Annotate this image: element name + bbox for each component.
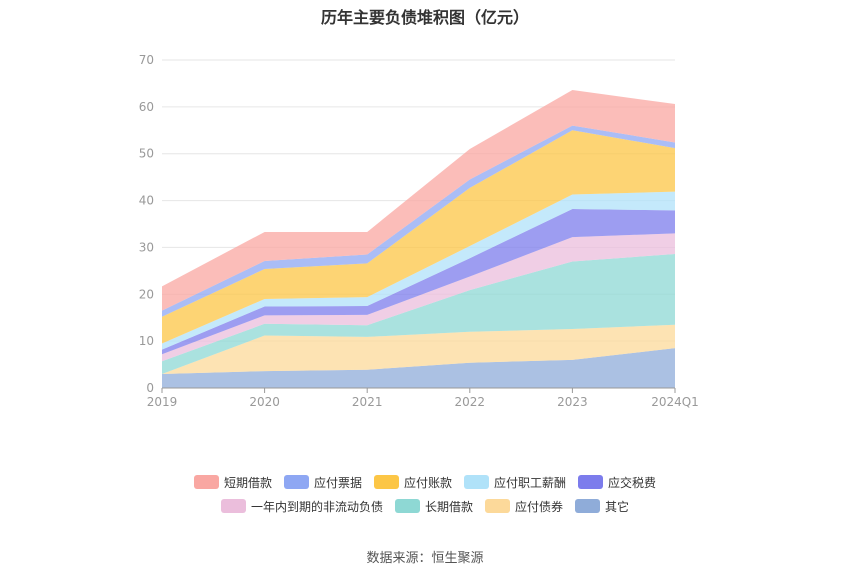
series-area bbox=[162, 233, 675, 362]
y-tick-label: 20 bbox=[139, 287, 154, 301]
y-tick-label: 50 bbox=[139, 147, 154, 161]
legend-swatch bbox=[283, 475, 309, 489]
legend-item[interactable]: 应付债券 bbox=[485, 498, 563, 515]
series-area bbox=[162, 191, 675, 350]
x-tick-label: 2022 bbox=[455, 395, 486, 409]
series-area bbox=[162, 253, 675, 374]
y-tick-label: 70 bbox=[139, 53, 154, 67]
y-tick-label: 30 bbox=[139, 240, 154, 254]
y-tick-label: 40 bbox=[139, 194, 154, 208]
legend-label: 其它 bbox=[605, 499, 630, 514]
series-area bbox=[162, 130, 675, 344]
legend-label: 长期借款 bbox=[424, 499, 473, 514]
legend-item[interactable]: 长期借款 bbox=[394, 498, 473, 515]
legend-item[interactable]: 应付账款 bbox=[373, 474, 452, 491]
legend-item[interactable]: 短期借款 bbox=[193, 474, 272, 491]
y-tick-label: 60 bbox=[139, 100, 154, 114]
x-tick-label: 2019 bbox=[147, 395, 178, 409]
legend-swatch bbox=[373, 475, 399, 489]
series-area bbox=[162, 324, 675, 374]
y-tick-label: 0 bbox=[146, 381, 154, 395]
legend-label: 应付票据 bbox=[313, 475, 362, 490]
legend-swatch bbox=[485, 499, 510, 513]
x-tick-label: 2021 bbox=[352, 395, 383, 409]
x-tick-label: 2020 bbox=[249, 395, 280, 409]
legend-label: 应付债券 bbox=[515, 499, 564, 514]
legend-swatch bbox=[394, 499, 420, 513]
legend-swatch bbox=[220, 499, 246, 513]
data-source: 数据来源：恒生聚源 bbox=[366, 551, 484, 566]
legend-swatch bbox=[193, 475, 219, 489]
series-area bbox=[162, 348, 675, 388]
legend-swatch bbox=[578, 475, 604, 489]
legend: 短期借款 应付票据 应付账款 应付职工薪酬 应交税费 一年内到期的非流动负债 长期借款 应付… bbox=[150, 470, 700, 518]
legend-swatch bbox=[575, 499, 601, 513]
legend-item[interactable]: 应交税费 bbox=[578, 474, 656, 491]
chart-title: 历年主要负债堆积图（亿元） bbox=[320, 8, 529, 27]
legend-label: 应交税费 bbox=[608, 475, 657, 490]
legend-row: 一年内到期的非流动负债 长期借款 应付债券 其它 bbox=[150, 494, 700, 518]
legend-swatch bbox=[464, 475, 489, 489]
legend-item[interactable]: 其它 bbox=[575, 498, 629, 515]
legend-row: 短期借款 应付票据 应付账款 应付职工薪酬 应交税费 bbox=[150, 470, 700, 494]
series-area bbox=[162, 209, 675, 355]
series-area bbox=[162, 125, 675, 317]
x-tick-label: 2023 bbox=[557, 395, 588, 409]
legend-item[interactable]: 应付票据 bbox=[283, 474, 362, 491]
legend-label: 应付账款 bbox=[403, 475, 452, 490]
legend-label: 一年内到期的非流动负债 bbox=[250, 499, 383, 514]
legend-label: 应付职工薪酬 bbox=[494, 475, 567, 490]
legend-item[interactable]: 应付职工薪酬 bbox=[464, 474, 566, 491]
y-tick-label: 10 bbox=[139, 334, 154, 348]
series-area bbox=[162, 89, 675, 311]
legend-item[interactable]: 一年内到期的非流动负债 bbox=[220, 498, 383, 515]
x-tick-label: 2024Q1 bbox=[651, 395, 699, 409]
legend-label: 短期借款 bbox=[223, 475, 272, 490]
